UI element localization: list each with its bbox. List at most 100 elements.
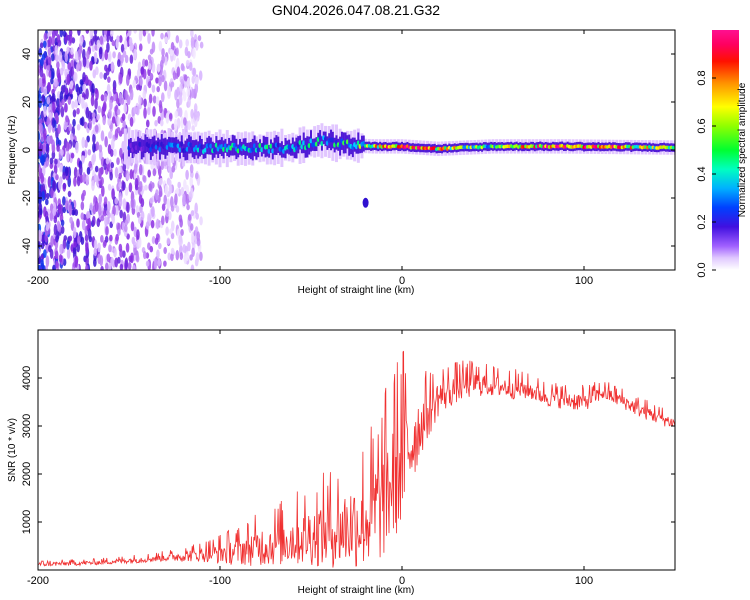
ridge-core bbox=[260, 147, 264, 153]
noise-cell bbox=[86, 50, 90, 60]
noise-cell bbox=[99, 35, 104, 46]
noise-cell bbox=[153, 258, 158, 270]
noise-cell bbox=[38, 47, 43, 57]
noise-cell bbox=[193, 108, 198, 121]
noise-cell bbox=[43, 85, 48, 97]
noise-cell bbox=[124, 224, 128, 233]
noise-cell bbox=[188, 191, 193, 202]
y-tick-label: 1000 bbox=[21, 510, 33, 534]
noise-cell bbox=[66, 240, 70, 250]
noise-cell bbox=[170, 205, 175, 212]
noise-cell bbox=[146, 106, 151, 116]
ridge-core bbox=[236, 148, 240, 154]
noise-cell bbox=[47, 175, 52, 188]
noise-cell bbox=[170, 81, 175, 88]
noise-cell bbox=[149, 72, 154, 80]
noise-cell bbox=[171, 165, 176, 173]
noise-cell bbox=[139, 78, 143, 86]
noise-cell bbox=[183, 74, 188, 82]
colorbar-gradient bbox=[712, 30, 739, 270]
noise-cell bbox=[194, 172, 199, 180]
noise-cell bbox=[195, 252, 200, 264]
noise-cell bbox=[109, 99, 113, 111]
noise-cell bbox=[195, 76, 199, 85]
noise-cell bbox=[145, 260, 150, 267]
noise-cell bbox=[103, 34, 107, 42]
noise-cell bbox=[176, 66, 181, 78]
noise-cell bbox=[98, 167, 102, 180]
noise-cell bbox=[185, 251, 190, 262]
x-tick-label: 0 bbox=[399, 275, 405, 287]
noise-cell bbox=[62, 182, 67, 190]
noise-cell bbox=[151, 62, 156, 73]
noise-cell bbox=[191, 75, 196, 84]
ridge-core bbox=[176, 143, 180, 149]
noise-cell bbox=[111, 40, 116, 47]
noise-cell bbox=[88, 118, 93, 131]
ridge-core bbox=[267, 148, 271, 154]
noise-cell bbox=[93, 174, 98, 183]
noise-cell bbox=[140, 66, 144, 75]
noise-cell bbox=[59, 67, 64, 76]
noise-cell bbox=[45, 144, 50, 155]
noise-cell bbox=[74, 50, 79, 63]
noise-cell bbox=[187, 214, 192, 221]
noise-cell bbox=[99, 46, 103, 55]
noise-cell bbox=[46, 64, 51, 71]
noise-cell bbox=[76, 123, 81, 131]
spectrogram-y-axis: -40 -20 0 20 40 bbox=[21, 48, 675, 254]
noise-cell bbox=[116, 35, 120, 43]
x-tick-label: 100 bbox=[575, 275, 593, 287]
noise-cell bbox=[82, 171, 86, 184]
y-tick-label: 4000 bbox=[21, 366, 33, 390]
ridge-core bbox=[276, 142, 280, 148]
noise-cell bbox=[112, 51, 116, 59]
noise-cell bbox=[145, 30, 150, 34]
noise-cell bbox=[100, 130, 105, 142]
noise-cell bbox=[72, 139, 76, 148]
noise-cell bbox=[144, 184, 148, 191]
noise-cell bbox=[198, 70, 203, 81]
noise-cell bbox=[66, 46, 70, 53]
noise-cell bbox=[99, 71, 103, 79]
noise-cell bbox=[130, 221, 135, 232]
noise-cell bbox=[160, 215, 165, 226]
ridge-core bbox=[129, 142, 133, 148]
noise-cell bbox=[79, 35, 84, 47]
snr-x-axis: -200 -100 0 100 bbox=[27, 330, 593, 587]
noise-cell bbox=[138, 163, 143, 176]
noise-cell bbox=[97, 105, 102, 114]
noise-cell bbox=[115, 205, 119, 216]
noise-cell bbox=[158, 242, 162, 250]
x-tick-label: 0 bbox=[399, 575, 405, 587]
noise-cell bbox=[191, 247, 195, 258]
noise-cell bbox=[41, 190, 46, 202]
noise-cell bbox=[158, 178, 162, 186]
noise-cell bbox=[122, 50, 127, 58]
noise-cell bbox=[70, 152, 75, 159]
noise-cell bbox=[55, 235, 59, 243]
noise-cell bbox=[70, 59, 74, 69]
ridge-core bbox=[156, 141, 160, 147]
noise-cell bbox=[74, 99, 79, 109]
noise-cell bbox=[85, 242, 89, 255]
noise-cell bbox=[152, 106, 156, 117]
noise-cell bbox=[68, 123, 73, 132]
noise-cell bbox=[161, 203, 166, 212]
noise-cell bbox=[92, 152, 97, 163]
noise-cell bbox=[73, 241, 77, 248]
ridge-core bbox=[302, 140, 306, 146]
noise-cell bbox=[199, 41, 204, 49]
noise-cell bbox=[155, 77, 159, 84]
noise-cell bbox=[43, 105, 47, 118]
ridge-core bbox=[222, 146, 226, 152]
noise-cell bbox=[104, 216, 108, 227]
noise-cell bbox=[70, 47, 74, 55]
noise-cell bbox=[117, 59, 121, 68]
noise-cell bbox=[38, 130, 41, 142]
noise-cell bbox=[46, 96, 51, 105]
noise-cell bbox=[38, 77, 43, 84]
noise-cell bbox=[70, 133, 74, 141]
noise-cell bbox=[68, 34, 73, 44]
noise-cell bbox=[179, 83, 183, 93]
